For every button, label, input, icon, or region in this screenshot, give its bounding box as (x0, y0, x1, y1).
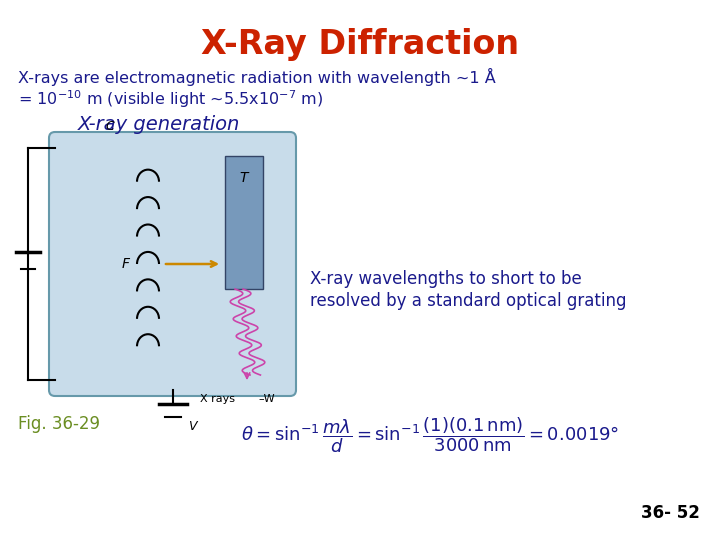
Text: = 10$^{-10}$ m (visible light ~5.5x10$^{-7}$ m): = 10$^{-10}$ m (visible light ~5.5x10$^{… (18, 88, 323, 110)
Text: $\theta = \sin^{-1}\dfrac{m\lambda}{d} = \sin^{-1}\dfrac{(1)(0.1\,\mathrm{nm})}{: $\theta = \sin^{-1}\dfrac{m\lambda}{d} =… (241, 415, 619, 455)
Text: V: V (189, 420, 197, 433)
Text: X-ray generation: X-ray generation (78, 115, 240, 134)
Text: Fig. 36-29: Fig. 36-29 (18, 415, 100, 433)
Polygon shape (225, 156, 263, 289)
Text: X-ray wavelengths to short to be: X-ray wavelengths to short to be (310, 270, 582, 288)
Text: C: C (106, 120, 114, 133)
Text: X rays: X rays (200, 394, 235, 404)
Text: resolved by a standard optical grating: resolved by a standard optical grating (310, 292, 626, 310)
Text: T: T (240, 171, 248, 185)
Text: 36- 52: 36- 52 (641, 504, 700, 522)
Text: F: F (122, 257, 130, 271)
Text: X-Ray Diffraction: X-Ray Diffraction (201, 28, 519, 61)
Text: X-rays are electromagnetic radiation with wavelength ~1 Å: X-rays are electromagnetic radiation wit… (18, 68, 496, 86)
FancyBboxPatch shape (49, 132, 296, 396)
Text: –W: –W (258, 394, 274, 404)
